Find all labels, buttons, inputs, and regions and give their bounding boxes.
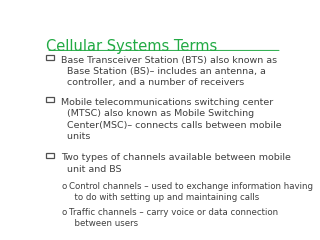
Bar [46, 55, 54, 60]
Text: Mobile telecommunications switching center
  (MTSC) also known as Mobile Switchi: Mobile telecommunications switching cent… [61, 98, 282, 141]
Text: o: o [61, 182, 66, 191]
Text: Cellular Systems Terms: Cellular Systems Terms [46, 39, 218, 54]
Text: Two types of channels available between mobile
  unit and BS: Two types of channels available between … [61, 153, 291, 174]
Text: Control channels – used to exchange information having
  to do with setting up a: Control channels – used to exchange info… [68, 182, 313, 203]
Text: Base Transceiver Station (BTS) also known as
  Base Station (BS)– includes an an: Base Transceiver Station (BTS) also know… [61, 56, 277, 88]
Bar [46, 153, 54, 158]
Text: Traffic channels – carry voice or data connection
  between users: Traffic channels – carry voice or data c… [68, 208, 278, 228]
Bar [46, 97, 54, 102]
Text: o: o [61, 208, 66, 216]
